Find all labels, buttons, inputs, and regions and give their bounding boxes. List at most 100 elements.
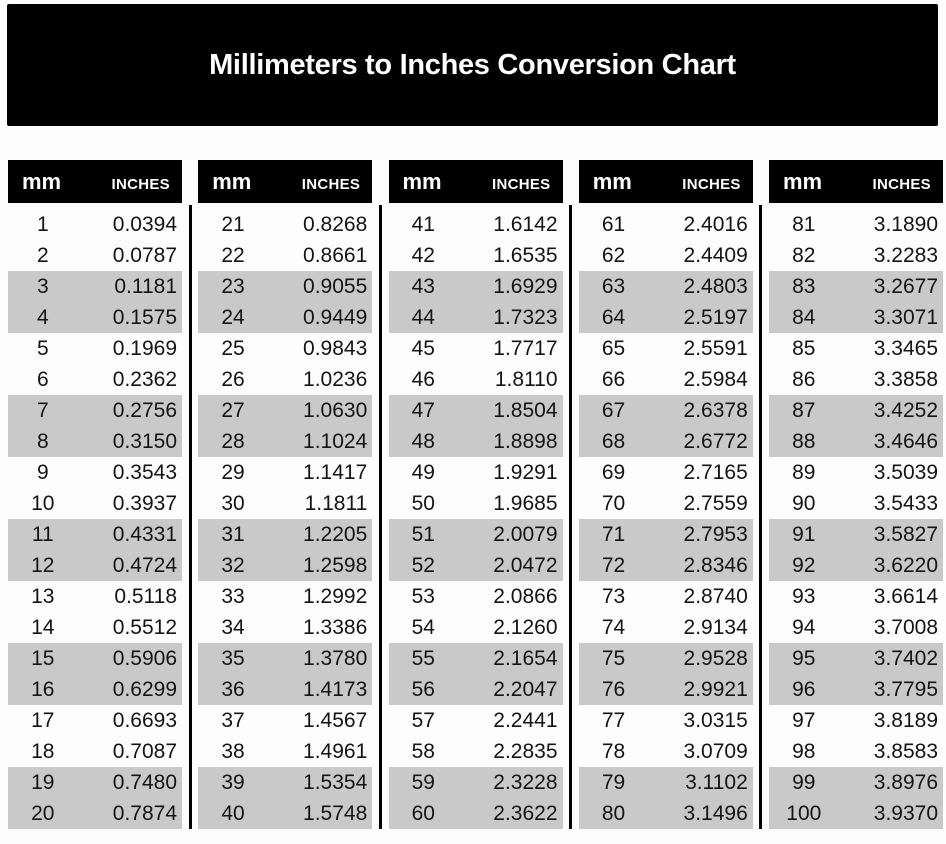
table-row: 49 1.9291 — [389, 457, 563, 488]
title-banner: Millimeters to Inches Conversion Chart — [7, 4, 938, 126]
table-header-row: mm Inches — [388, 160, 563, 203]
inches-value: 1.8504 — [493, 398, 558, 422]
table-row: 9 0.3543 — [8, 457, 182, 488]
mm-value: 67 — [601, 398, 626, 422]
inches-value: 2.5984 — [683, 367, 748, 391]
mm-value: 7 — [36, 398, 49, 422]
inches-value: 2.9134 — [683, 615, 748, 639]
table-row: 58 2.2835 — [389, 736, 563, 767]
mm-value: 50 — [411, 491, 435, 515]
inches-value: 3.3071 — [873, 305, 938, 329]
table-row: 18 0.7087 — [8, 736, 182, 767]
table-row: 27 1.0630 — [198, 395, 373, 426]
mm-value: 48 — [411, 429, 435, 453]
inches-value: 3.9370 — [873, 801, 938, 825]
inches-value: 1.6929 — [493, 274, 558, 298]
inches-value: 2.6378 — [683, 398, 748, 422]
inches-value: 1.2992 — [303, 584, 368, 608]
page-title: Millimeters to Inches Conversion Chart — [209, 48, 736, 81]
table-row: 51 2.0079 — [388, 519, 563, 550]
inches-value: 2.4803 — [683, 274, 748, 298]
mm-value: 35 — [221, 646, 245, 670]
conversion-table: mm Inches 21 0.8268 22 0.8661 23 0.9055 24 0.9449… — [198, 160, 373, 829]
mm-value: 91 — [792, 522, 816, 546]
table-row: 86 3.3858 — [769, 364, 943, 395]
table-row: 43 1.6929 — [388, 271, 563, 302]
table-row: 80 3.1496 — [578, 798, 753, 829]
mm-value: 20 — [31, 801, 55, 825]
inches-value: 1.0630 — [303, 398, 368, 422]
mm-value: 44 — [411, 305, 435, 329]
mm-value: 65 — [601, 336, 626, 360]
inches-value: 1.3386 — [303, 615, 368, 639]
table-row: 50 1.9685 — [389, 488, 563, 519]
mm-value: 56 — [411, 677, 435, 701]
mm-value: 75 — [601, 646, 626, 670]
inches-value: 2.3228 — [493, 770, 558, 794]
inches-value: 0.4331 — [112, 522, 177, 546]
mm-value: 9 — [36, 460, 49, 484]
inches-value: 0.1181 — [114, 274, 177, 298]
mm-value: 80 — [601, 801, 626, 825]
inches-value: 1.9291 — [493, 460, 558, 484]
inches-value: 3.1496 — [683, 801, 748, 825]
table-row: 28 1.1024 — [198, 426, 373, 457]
table-row: 42 1.6535 — [389, 240, 563, 271]
mm-value: 21 — [221, 212, 245, 236]
mm-value: 96 — [792, 677, 816, 701]
mm-column-header: mm — [592, 168, 632, 194]
table-divider — [378, 205, 382, 829]
table-row: 73 2.8740 — [579, 581, 753, 612]
mm-value: 25 — [221, 336, 245, 360]
inches-value: 0.7087 — [112, 739, 177, 763]
inches-value: 0.5118 — [114, 584, 177, 608]
inches-value: 1.4961 — [303, 739, 368, 763]
table-row: 6 0.2362 — [8, 364, 182, 395]
table-row: 54 2.1260 — [389, 612, 563, 643]
inches-value: 3.7795 — [873, 677, 938, 701]
mm-column-header: mm — [212, 168, 252, 194]
inches-value: 3.4646 — [873, 429, 938, 453]
inches-value: 0.3543 — [112, 460, 177, 484]
mm-value: 81 — [792, 212, 816, 236]
mm-value: 70 — [601, 491, 626, 515]
table-row: 53 2.0866 — [389, 581, 563, 612]
mm-value: 100 — [786, 801, 822, 825]
table-row: 46 1.8110 — [389, 364, 563, 395]
mm-column-header: mm — [22, 168, 62, 194]
table-row: 52 2.0472 — [388, 550, 563, 581]
table-row: 95 3.7402 — [769, 643, 943, 674]
mm-value: 69 — [601, 460, 626, 484]
table-row: 19 0.7480 — [8, 767, 182, 798]
mm-value: 45 — [411, 336, 435, 360]
inches-value: 2.8346 — [683, 553, 748, 577]
mm-value: 31 — [221, 522, 245, 546]
table-row: 99 3.8976 — [769, 767, 943, 798]
inches-value: 0.6299 — [112, 677, 177, 701]
inches-value: 2.0079 — [493, 522, 558, 546]
inches-value: 1.4173 — [303, 677, 368, 701]
mm-value: 22 — [221, 243, 245, 267]
table-row: 87 3.4252 — [769, 395, 943, 426]
inches-value: 0.1575 — [112, 305, 177, 329]
inches-value: 3.0709 — [683, 739, 748, 763]
table-divider — [188, 205, 192, 829]
inches-value: 0.8661 — [303, 243, 368, 267]
inches-value: 2.1260 — [493, 615, 558, 639]
inches-value: 3.6220 — [873, 553, 938, 577]
mm-value: 5 — [36, 336, 49, 360]
inches-value: 2.8740 — [683, 584, 748, 608]
table-row: 13 0.5118 — [8, 581, 182, 612]
table-row: 40 1.5748 — [198, 798, 373, 829]
mm-value: 76 — [601, 677, 626, 701]
mm-value: 2 — [36, 243, 49, 267]
table-row: 26 1.0236 — [198, 364, 372, 395]
inches-value: 0.9055 — [303, 274, 368, 298]
inches-value: 2.5591 — [683, 336, 748, 360]
inches-value: 0.1969 — [112, 336, 177, 360]
table-row: 63 2.4803 — [578, 271, 753, 302]
table-row: 75 2.9528 — [578, 643, 753, 674]
table-row: 22 0.8661 — [198, 240, 372, 271]
table-row: 55 2.1654 — [388, 643, 563, 674]
table-row: 3 0.1181 — [8, 271, 182, 302]
